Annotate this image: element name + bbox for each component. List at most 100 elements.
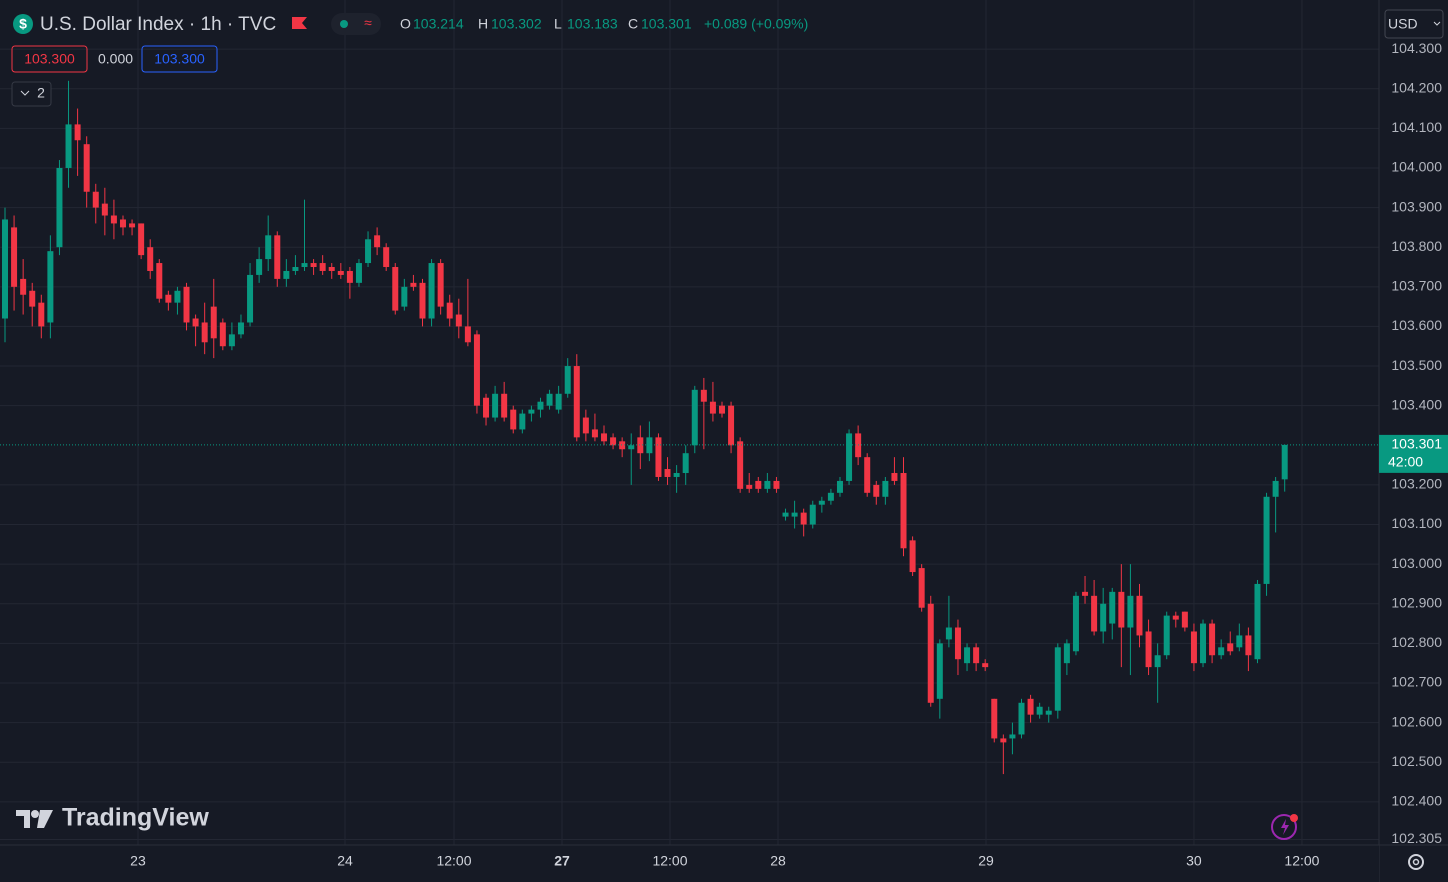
candle-body — [827, 492, 834, 501]
candle-body — [419, 282, 426, 319]
candle-body — [510, 409, 517, 430]
alert-icon[interactable] — [1271, 814, 1297, 840]
currency-caret — [1433, 21, 1441, 26]
settings-icon[interactable] — [1408, 854, 1424, 870]
candle-body — [1136, 595, 1143, 636]
candle-body — [700, 389, 707, 402]
candle-body — [991, 698, 998, 739]
candle-body — [83, 144, 90, 192]
candle-body — [483, 397, 490, 418]
y-tick-label: 102.600 — [1391, 713, 1442, 729]
candle-body — [355, 263, 362, 283]
candle-body — [882, 480, 889, 497]
flag-icon[interactable] — [292, 17, 307, 29]
y-tick-label: 103.600 — [1391, 317, 1442, 333]
currency-label: USD — [1388, 16, 1418, 32]
candle-body — [210, 306, 217, 339]
candle-body — [1009, 734, 1016, 739]
settings-icon-center — [1412, 858, 1420, 866]
candle-body — [228, 334, 235, 347]
y-tick-label: 102.700 — [1391, 674, 1442, 690]
market-open-dot — [340, 20, 348, 28]
candle-body — [1154, 655, 1161, 668]
y-tick-label: 102.500 — [1391, 753, 1442, 769]
candle-body — [846, 433, 853, 481]
candle-body — [1072, 595, 1079, 652]
candle-body — [401, 286, 408, 307]
candle-body — [1172, 615, 1179, 620]
y-tick-label: 103.800 — [1391, 238, 1442, 254]
x-tick-label: 23 — [130, 853, 146, 869]
x-tick-label: 30 — [1186, 853, 1202, 869]
candle-body — [29, 290, 36, 307]
chart-title: U.S. Dollar Index · 1h · TVC — [40, 14, 276, 35]
y-tick-label: 103.500 — [1391, 357, 1442, 373]
candle-body — [1200, 623, 1207, 664]
y-tick-label: 103.700 — [1391, 278, 1442, 294]
x-tick-label: 12:00 — [436, 853, 471, 869]
y-tick-label: 104.300 — [1391, 40, 1442, 56]
candle-body — [156, 263, 163, 299]
candle-body — [1036, 706, 1043, 715]
candle-body — [936, 643, 943, 699]
candle-body — [492, 393, 499, 418]
ohlc-value: 103.301 — [641, 16, 692, 32]
indicator-toggle[interactable] — [11, 81, 52, 107]
candle-body — [1190, 631, 1197, 664]
buy-badge[interactable] — [141, 45, 218, 73]
candle-body — [1027, 698, 1034, 715]
candle-body — [646, 437, 653, 454]
candle-body — [1218, 647, 1225, 656]
candle-body — [873, 484, 880, 497]
candle-body — [138, 223, 145, 256]
candle-body — [473, 334, 480, 406]
candle-body — [56, 167, 63, 248]
candle-body — [92, 191, 99, 208]
status-pill[interactable] — [331, 13, 381, 35]
x-tick-label: 12:00 — [652, 853, 687, 869]
candle-body — [1145, 631, 1152, 668]
change-label: +0.089 (+0.09%) — [704, 16, 808, 32]
candle-body — [346, 270, 353, 283]
candle-body — [610, 437, 617, 446]
y-tick-label: 103.900 — [1391, 198, 1442, 214]
sell-badge[interactable] — [11, 45, 88, 73]
candle-body — [74, 124, 81, 141]
y-tick-label: 103.000 — [1391, 555, 1442, 571]
candle-body — [773, 480, 780, 489]
x-tick-label: 24 — [337, 853, 353, 869]
candle-body — [1018, 702, 1025, 735]
candle-body — [1227, 643, 1234, 652]
symbol-icon-label: $ — [19, 16, 27, 32]
candle-body — [147, 247, 154, 271]
candle-body — [954, 627, 961, 660]
candle-body — [129, 223, 136, 228]
ohlc-value: 103.183 — [567, 16, 618, 32]
y-tick-label: 104.200 — [1391, 79, 1442, 95]
ohlc-value: 103.214 — [413, 16, 464, 32]
logo-mark — [16, 810, 53, 828]
candle-body — [328, 267, 335, 271]
candle-body — [782, 512, 789, 517]
ohlc-value: 103.302 — [491, 16, 542, 32]
candle-body — [864, 457, 871, 493]
candle-body — [973, 647, 980, 664]
currency-button[interactable] — [1384, 9, 1444, 39]
x-tick-label: 28 — [770, 853, 786, 869]
candle-body — [718, 405, 725, 414]
candle-body — [1045, 710, 1052, 715]
candle-body — [219, 322, 226, 347]
y-tick-label: 103.400 — [1391, 396, 1442, 412]
candle-body — [728, 405, 735, 446]
candle-body — [301, 263, 308, 268]
candle-body — [310, 263, 317, 268]
candle-body — [537, 401, 544, 410]
current-price-label: 103.301 — [1391, 436, 1442, 452]
candle-body — [101, 203, 108, 216]
ohlc-key: C — [628, 16, 638, 32]
candle-body — [1000, 738, 1007, 743]
candle-body — [637, 437, 644, 454]
y-tick-label: 104.000 — [1391, 159, 1442, 175]
